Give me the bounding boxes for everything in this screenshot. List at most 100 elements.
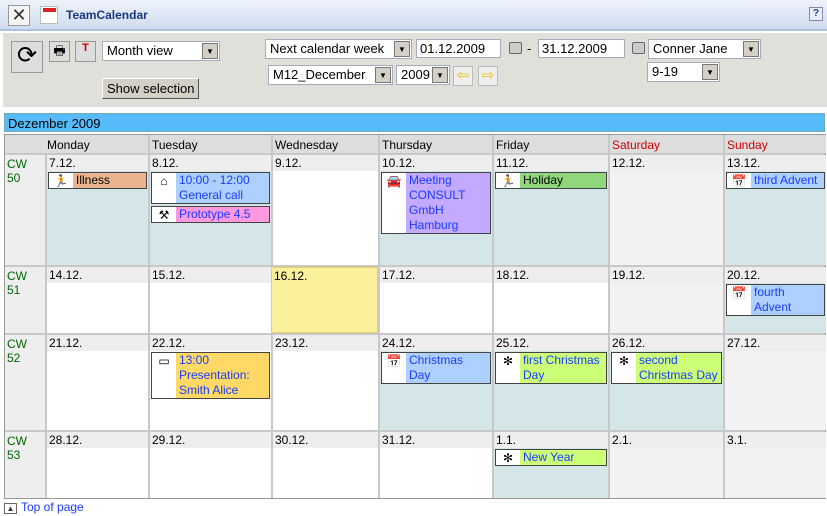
- calendar-event[interactable]: ⚒ Prototype 4.5: [151, 206, 270, 223]
- title-bar: ✕ TeamCalendar ?: [0, 0, 827, 31]
- day-cell[interactable]: 7.12. 🏃 Illness: [45, 155, 148, 265]
- day-date: 16.12.: [272, 268, 377, 284]
- view-select[interactable]: Month view ▼: [102, 41, 220, 61]
- close-button[interactable]: ✕: [8, 5, 30, 26]
- weekday-header: Sunday: [725, 135, 826, 153]
- calendar-event[interactable]: ✻ second Christmas Day: [611, 352, 722, 384]
- previous-arrow-icon[interactable]: ⇦: [453, 66, 473, 86]
- pinwheel-icon: ✻: [618, 354, 630, 368]
- month-select[interactable]: M12_December ▼: [268, 65, 393, 85]
- top-of-page-label: Top of page: [21, 500, 84, 514]
- calendar-week-label[interactable]: CW 50: [5, 155, 45, 265]
- calendar-settings-button[interactable]: T: [75, 41, 96, 62]
- date-to-input[interactable]: 31.12.2009: [538, 39, 625, 58]
- day-cell[interactable]: 18.12.: [492, 267, 608, 333]
- day-date: 21.12.: [47, 335, 148, 351]
- show-selection-button[interactable]: Show selection: [102, 78, 200, 99]
- day-cell[interactable]: 10.12. 🚘 Meeting CONSULT GmbH Hamburg: [378, 155, 492, 265]
- day-cell[interactable]: 23.12.: [271, 335, 378, 430]
- calendar-event[interactable]: 📅 fourth Advent: [726, 284, 825, 316]
- event-title: Christmas Day: [406, 353, 490, 383]
- view-value: Month view: [107, 43, 173, 58]
- day-cell[interactable]: 29.12.: [148, 432, 271, 498]
- event-title: third Advent: [751, 173, 824, 188]
- weekday-header: Saturday: [610, 135, 723, 153]
- calendar-event[interactable]: ▭ 13:00 Presentation: Smith Alice: [151, 352, 270, 399]
- presentation-icon: ▭: [158, 354, 170, 368]
- year-select[interactable]: 2009 ▼: [396, 65, 450, 85]
- month-calendar-grid: Monday Tuesday Wednesday Thursday Friday Satu…: [4, 134, 826, 499]
- calendar-event[interactable]: ✻ first Christmas Day: [495, 352, 607, 384]
- day-cell[interactable]: 17.12.: [378, 267, 492, 333]
- calendar-event[interactable]: 📅 Christmas Day: [381, 352, 491, 384]
- event-title: Holiday: [520, 173, 606, 188]
- day-cell[interactable]: 19.12.: [608, 267, 723, 333]
- day-cell[interactable]: 9.12.: [271, 155, 378, 265]
- calendar-week-label[interactable]: CW 53: [5, 432, 45, 498]
- month-title: Dezember 2009: [4, 113, 825, 132]
- refresh-button[interactable]: ⟳: [11, 41, 43, 73]
- day-cell[interactable]: 20.12. 📅 fourth Advent: [723, 267, 826, 333]
- weekday-header: Monday: [45, 135, 148, 153]
- day-cell[interactable]: 16.12.: [271, 267, 378, 333]
- day-cell[interactable]: 28.12.: [45, 432, 148, 498]
- day-cell[interactable]: 13.12. 📅 third Advent: [723, 155, 826, 265]
- day-cell[interactable]: 8.12. ⌂ 10:00 - 12:00 General call ⚒ Prototy…: [148, 155, 271, 265]
- range-preset-select[interactable]: Next calendar week ▼: [265, 39, 412, 59]
- day-date: 30.12.: [273, 432, 378, 448]
- next-arrow-icon[interactable]: ⇨: [478, 66, 498, 86]
- day-cell[interactable]: 27.12.: [723, 335, 826, 430]
- day-date: 3.1.: [725, 432, 826, 448]
- hours-select[interactable]: 9-19 ▼: [647, 62, 720, 82]
- day-date: 11.12.: [494, 155, 608, 171]
- car-icon: 🚘: [386, 174, 402, 188]
- day-cell[interactable]: 14.12.: [45, 267, 148, 333]
- day-cell[interactable]: 22.12. ▭ 13:00 Presentation: Smith Alice: [148, 335, 271, 430]
- day-cell[interactable]: 30.12.: [271, 432, 378, 498]
- day-cell[interactable]: 31.12.: [378, 432, 492, 498]
- person-select[interactable]: Conner Jane ▼: [648, 39, 761, 59]
- date-from-input[interactable]: 01.12.2009: [416, 39, 501, 58]
- day-date: 15.12.: [150, 267, 271, 283]
- day-cell[interactable]: 21.12.: [45, 335, 148, 430]
- calendar-event[interactable]: 📅 third Advent: [726, 172, 825, 189]
- day-cell[interactable]: 2.1.: [608, 432, 723, 498]
- calendar-week-label[interactable]: CW 51: [5, 267, 45, 333]
- calendar-event[interactable]: ⌂ 10:00 - 12:00 General call: [151, 172, 270, 204]
- day-cell[interactable]: 25.12. ✻ first Christmas Day: [492, 335, 608, 430]
- weekday-header: Tuesday: [150, 135, 271, 153]
- chevron-down-icon: ▼: [702, 64, 718, 80]
- day-date: 25.12.: [494, 335, 608, 351]
- calendar-event[interactable]: ✻ New Year: [495, 449, 607, 466]
- arrow-up-icon: ▲: [4, 503, 17, 514]
- house-icon: ⌂: [160, 174, 168, 188]
- calendar-event[interactable]: 🏃 Illness: [48, 172, 147, 189]
- day-cell[interactable]: 24.12. 📅 Christmas Day: [378, 335, 492, 430]
- day-date: 12.12.: [610, 155, 723, 171]
- day-date: 8.12.: [150, 155, 271, 171]
- day-cell[interactable]: 1.1. ✻ New Year: [492, 432, 608, 498]
- day-cell[interactable]: 12.12.: [608, 155, 723, 265]
- event-title: second Christmas Day: [636, 353, 721, 383]
- event-title: Meeting CONSULT GmbH Hamburg: [406, 173, 490, 233]
- day-cell[interactable]: 11.12. 🏃 Holiday: [492, 155, 608, 265]
- calendar-week-label[interactable]: CW 52: [5, 335, 45, 430]
- date-to-calendar-icon[interactable]: [632, 42, 645, 54]
- chevron-down-icon: ▼: [202, 43, 218, 59]
- top-of-page-link[interactable]: ▲ Top of page: [4, 500, 84, 514]
- event-title: first Christmas Day: [520, 353, 606, 383]
- day-cell[interactable]: 15.12.: [148, 267, 271, 333]
- day-cell[interactable]: 3.1.: [723, 432, 826, 498]
- day-date: 2.1.: [610, 432, 723, 448]
- print-button[interactable]: 🖶: [49, 41, 70, 62]
- calendar-event[interactable]: 🏃 Holiday: [495, 172, 607, 189]
- calendar-event[interactable]: 🚘 Meeting CONSULT GmbH Hamburg: [381, 172, 491, 234]
- day-date: 28.12.: [47, 432, 148, 448]
- day-date: 22.12.: [150, 335, 271, 351]
- tools-icon: ⚒: [158, 208, 170, 222]
- day-cell[interactable]: 26.12. ✻ second Christmas Day: [608, 335, 723, 430]
- help-button[interactable]: ?: [809, 7, 823, 21]
- calendar-icon: 📅: [731, 174, 747, 188]
- date-from-calendar-icon[interactable]: [509, 42, 522, 54]
- exit-person-icon: 🏃: [500, 174, 516, 188]
